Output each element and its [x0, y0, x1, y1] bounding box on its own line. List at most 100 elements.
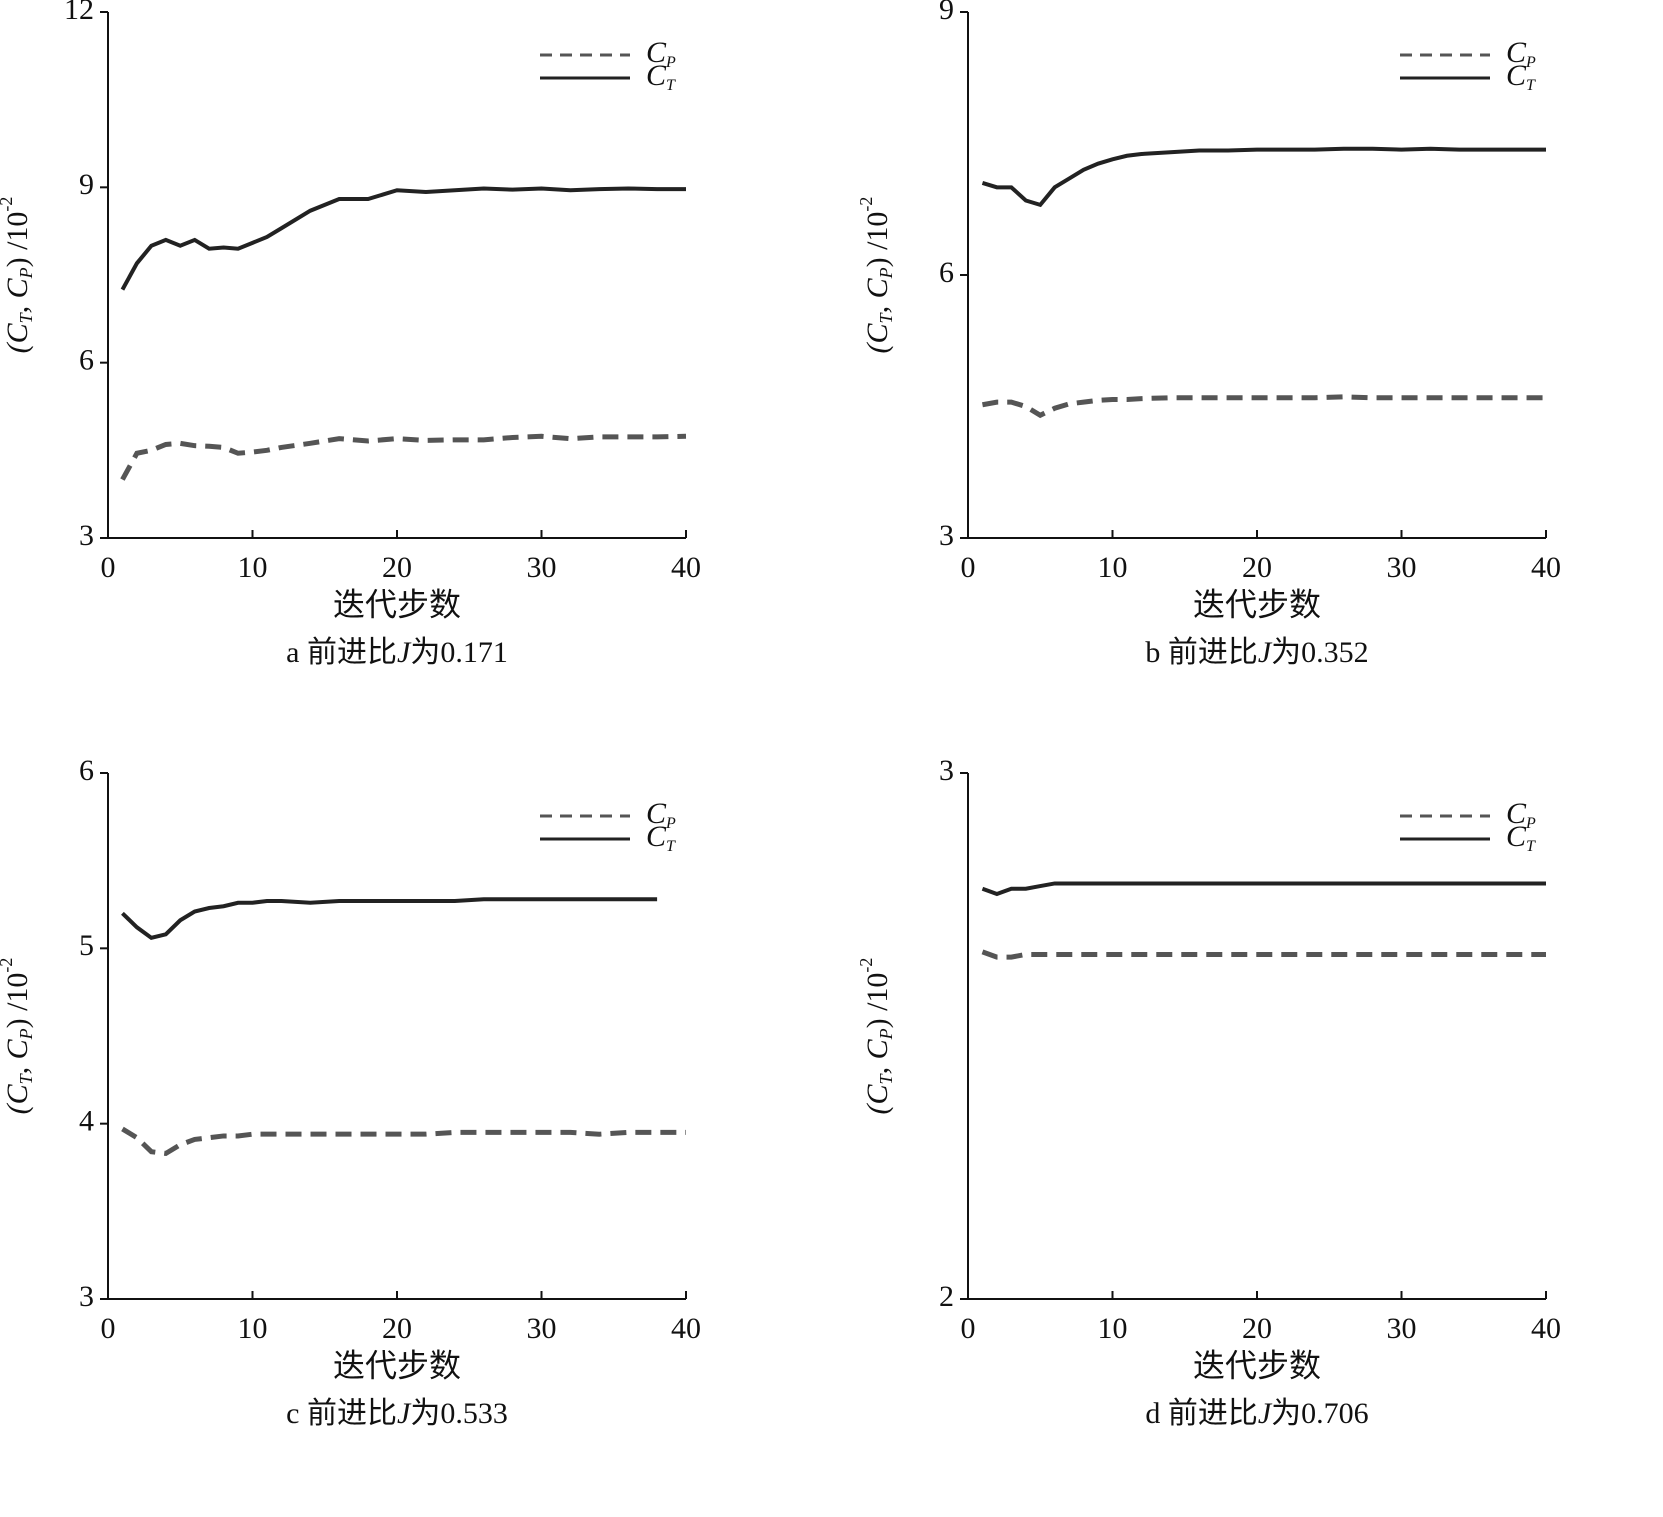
series-line: [120, 186, 686, 291]
x-tick-label: 30: [527, 1312, 557, 1345]
y-label-part: T: [16, 1072, 36, 1084]
x-tick-label: 30: [1387, 1312, 1417, 1345]
caption-part: c 前进比: [286, 1397, 397, 1430]
y-tick-label: 5: [79, 929, 94, 962]
x-tick-label: 40: [1531, 1312, 1561, 1345]
y-tick-label: 3: [939, 754, 954, 787]
x-axis-label: 迭代步数: [1193, 1347, 1321, 1383]
x-tick-label: 10: [238, 551, 268, 584]
caption-part: J: [397, 1397, 412, 1430]
series-line: [982, 394, 1546, 419]
series-line: [120, 433, 687, 481]
y-label-part: -2: [0, 958, 16, 973]
x-tick-label: 0: [961, 1312, 976, 1345]
legend-label: CP: [646, 36, 676, 71]
caption-part: J: [397, 636, 412, 669]
x-tick-label: 10: [238, 1312, 268, 1345]
y-label-part: ) /10: [1, 212, 34, 268]
y-label-part: ) /10: [861, 973, 894, 1029]
y-axis-label: (CT, CP) /10-2: [0, 197, 36, 354]
caption-part: 为0.171: [410, 636, 508, 669]
legend-sub: T: [1526, 838, 1536, 855]
caption-part: 为0.352: [1271, 636, 1369, 669]
y-tick-label: 12: [64, 0, 94, 26]
x-tick-label: 40: [671, 1312, 701, 1345]
x-tick-label: 20: [382, 1312, 412, 1345]
y-label-part: (C: [861, 322, 894, 353]
y-tick-label: 2: [939, 1280, 954, 1313]
legend-sub: P: [665, 815, 676, 832]
y-label-part: ) /10: [1, 973, 34, 1029]
legend-sub: P: [665, 54, 676, 71]
legend-main: C: [646, 797, 667, 830]
x-axis-label: 迭代步数: [333, 586, 461, 622]
legend-sub: P: [1525, 815, 1536, 832]
y-label-part: -2: [0, 197, 16, 212]
y-label-part: , C: [861, 277, 894, 313]
y-axis-label: (CT, CP) /10-2: [856, 197, 896, 354]
caption-part: d 前进比: [1145, 1397, 1258, 1430]
x-tick-label: 20: [1242, 1312, 1272, 1345]
y-label-part: , C: [861, 1038, 894, 1074]
series-line: [981, 146, 1546, 208]
legend-label: CT: [646, 820, 676, 855]
caption: a 前进比J为0.171: [286, 636, 508, 669]
y-label-part: P: [876, 267, 896, 279]
y-label-part: -2: [856, 958, 876, 973]
x-tick-label: 10: [1098, 551, 1128, 584]
legend-label: CT: [1506, 59, 1536, 94]
y-label-part: T: [876, 311, 896, 323]
legend-main: C: [646, 59, 667, 92]
y-tick-label: 3: [939, 519, 954, 552]
series-line: [981, 881, 1546, 897]
legend-sub: T: [1526, 77, 1536, 94]
x-tick-label: 20: [382, 551, 412, 584]
series-line: [121, 1126, 686, 1157]
x-tick-label: 30: [527, 551, 557, 584]
y-label-part: P: [16, 1028, 36, 1040]
legend-label: CT: [1506, 820, 1536, 855]
x-tick-label: 10: [1098, 1312, 1128, 1345]
legend-sub: P: [1525, 54, 1536, 71]
y-tick-label: 6: [79, 754, 94, 787]
y-tick-label: 3: [79, 519, 94, 552]
legend-label: CP: [646, 797, 676, 832]
legend-label: CT: [646, 59, 676, 94]
x-tick-label: 0: [961, 551, 976, 584]
x-tick-label: 0: [101, 551, 116, 584]
legend-main: C: [646, 820, 667, 853]
y-tick-label: 6: [939, 256, 954, 289]
caption-part: b 前进比: [1145, 636, 1258, 669]
legend-main: C: [1506, 797, 1527, 830]
x-tick-label: 20: [1242, 551, 1272, 584]
y-tick-label: 9: [939, 0, 954, 26]
y-label-part: (C: [861, 1083, 894, 1114]
caption-part: J: [1258, 636, 1273, 669]
y-label-part: P: [16, 267, 36, 279]
x-tick-label: 0: [101, 1312, 116, 1345]
x-tick-label: 30: [1387, 551, 1417, 584]
caption-part: J: [1258, 1397, 1273, 1430]
legend-main: C: [646, 36, 667, 69]
caption: d 前进比J为0.706: [1145, 1397, 1368, 1430]
caption-part: 为0.706: [1271, 1397, 1369, 1430]
y-label-part: , C: [1, 1038, 34, 1074]
series-line: [981, 949, 1546, 960]
legend-sub: T: [666, 838, 676, 855]
y-label-part: (C: [1, 322, 34, 353]
legend-main: C: [1506, 820, 1527, 853]
y-tick-label: 3: [79, 1280, 94, 1313]
y-label-part: P: [876, 1028, 896, 1040]
series-line: [121, 897, 658, 940]
caption: c 前进比J为0.533: [286, 1397, 508, 1430]
y-label-part: T: [16, 311, 36, 323]
x-tick-label: 40: [1531, 551, 1561, 584]
y-label-part: -2: [856, 197, 876, 212]
legend-main: C: [1506, 36, 1527, 69]
legend-label: CP: [1506, 36, 1536, 71]
y-label-part: T: [876, 1072, 896, 1084]
